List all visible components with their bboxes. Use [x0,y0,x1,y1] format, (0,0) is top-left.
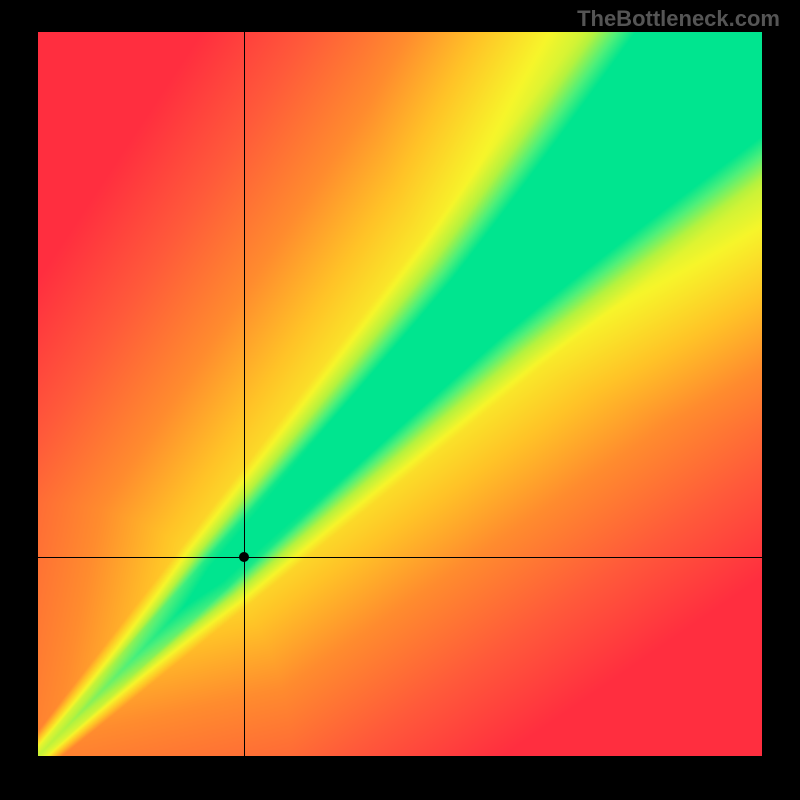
heatmap-canvas [38,32,762,756]
crosshair-horizontal [38,557,762,558]
data-point-marker [239,552,249,562]
watermark-text: TheBottleneck.com [577,6,780,32]
crosshair-vertical [244,32,245,756]
plot-area [38,32,762,756]
